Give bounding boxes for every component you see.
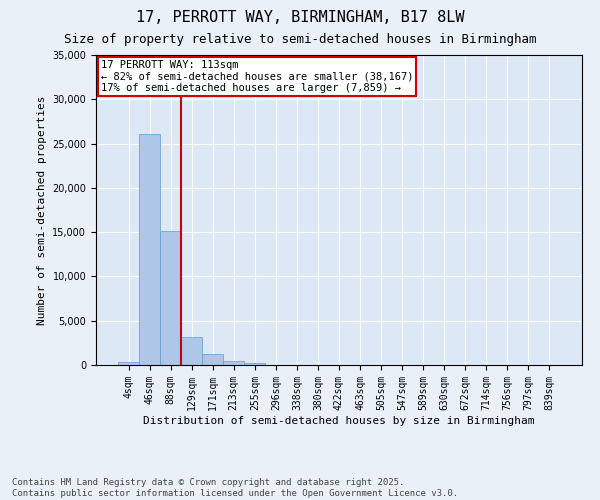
Text: 17 PERROTT WAY: 113sqm
← 82% of semi-detached houses are smaller (38,167)
17% of: 17 PERROTT WAY: 113sqm ← 82% of semi-det… [101,60,413,93]
Bar [139,134,160,365]
Bar [118,362,139,365]
Bar [160,232,181,365]
Bar [202,354,223,365]
Bar [223,361,244,365]
Text: Contains HM Land Registry data © Crown copyright and database right 2025.
Contai: Contains HM Land Registry data © Crown c… [12,478,458,498]
Bar [181,336,202,365]
Bar [244,363,265,365]
Text: 17, PERROTT WAY, BIRMINGHAM, B17 8LW: 17, PERROTT WAY, BIRMINGHAM, B17 8LW [136,10,464,25]
Text: Size of property relative to semi-detached houses in Birmingham: Size of property relative to semi-detach… [64,32,536,46]
Y-axis label: Number of semi-detached properties: Number of semi-detached properties [37,95,47,325]
X-axis label: Distribution of semi-detached houses by size in Birmingham: Distribution of semi-detached houses by … [143,416,535,426]
